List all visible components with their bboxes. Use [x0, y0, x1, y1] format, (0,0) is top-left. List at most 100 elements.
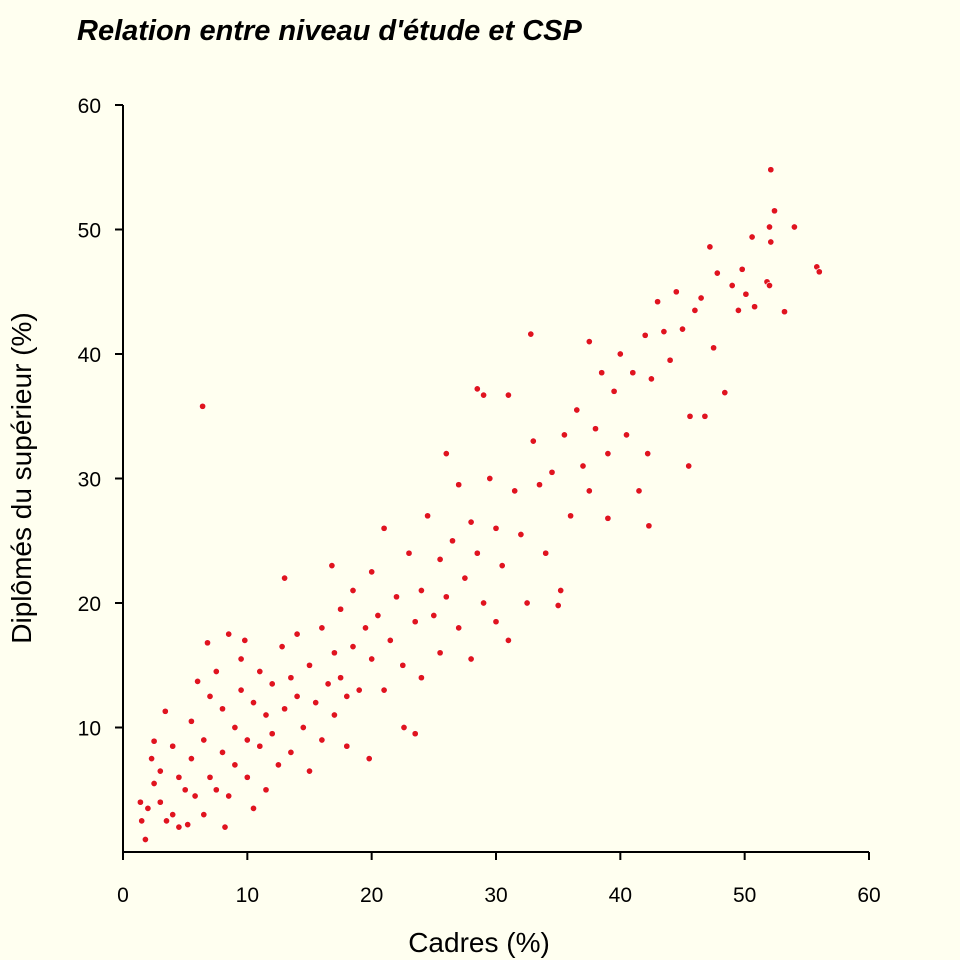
data-point	[312, 699, 320, 707]
data-point	[169, 742, 177, 750]
data-point	[436, 649, 444, 657]
data-point	[557, 586, 565, 595]
data-point	[765, 223, 774, 231]
data-point	[610, 387, 618, 395]
data-point	[467, 655, 475, 663]
data-point	[697, 294, 705, 302]
data-point	[249, 699, 258, 707]
data-point	[622, 431, 631, 439]
chart-title: Relation entre niveau d'étude et CSP	[77, 15, 582, 47]
data-point	[767, 238, 775, 246]
data-point	[461, 574, 469, 582]
data-point	[535, 481, 544, 489]
data-point	[770, 207, 779, 215]
data-point	[527, 330, 535, 338]
data-point	[262, 711, 270, 719]
data-point	[579, 462, 587, 470]
data-point	[243, 773, 251, 781]
data-point	[815, 268, 823, 276]
x-tick-label: 10	[236, 884, 259, 907]
data-point	[480, 391, 488, 399]
data-point	[635, 487, 643, 495]
data-point	[380, 524, 388, 532]
x-ticks: 0 10 20 30 40 50 60	[117, 852, 881, 907]
data-point	[751, 303, 759, 311]
data-point	[141, 835, 149, 844]
data-point	[734, 306, 742, 314]
x-tick-label: 20	[360, 884, 383, 907]
data-point	[361, 624, 370, 632]
data-point	[318, 736, 326, 744]
data-point	[480, 599, 488, 607]
data-point	[517, 530, 525, 539]
data-point	[573, 406, 581, 414]
data-point	[221, 823, 229, 831]
data-point	[660, 328, 668, 336]
data-point	[156, 767, 164, 775]
y-tick-label: 50	[78, 220, 101, 243]
x-tick-label: 60	[857, 884, 880, 907]
data-point	[654, 298, 662, 306]
data-point	[262, 786, 270, 794]
data-point	[386, 636, 394, 644]
data-point	[187, 755, 195, 763]
data-point	[400, 723, 408, 732]
data-point	[150, 737, 158, 745]
data-point	[144, 804, 152, 812]
data-point	[278, 643, 286, 651]
data-point	[448, 537, 457, 545]
y-tick-label: 30	[78, 469, 101, 492]
data-point	[343, 742, 351, 750]
data-point	[710, 344, 718, 352]
x-axis-label: Cadres (%)	[408, 927, 550, 958]
data-point	[365, 755, 373, 763]
data-point	[243, 736, 251, 744]
data-point	[641, 331, 649, 339]
data-point	[721, 389, 729, 397]
data-point	[467, 518, 475, 526]
y-axis-label: Diplômés du supérieur (%)	[6, 312, 37, 643]
data-point	[542, 549, 550, 557]
data-point	[392, 593, 401, 601]
data-point	[473, 549, 481, 557]
data-point	[156, 798, 164, 806]
data-point	[554, 601, 562, 610]
data-point	[442, 593, 450, 601]
data-point	[206, 773, 214, 781]
data-point	[585, 487, 593, 495]
data-point	[591, 425, 600, 433]
x-tick-label: 0	[117, 884, 129, 907]
data-point	[411, 730, 419, 738]
data-point	[218, 705, 227, 713]
data-point	[504, 636, 512, 644]
data-point	[645, 522, 653, 530]
data-point	[162, 817, 171, 825]
data-point	[442, 450, 450, 458]
data-point	[405, 549, 413, 557]
data-point	[473, 385, 481, 393]
data-point	[748, 233, 756, 241]
data-point	[790, 223, 798, 231]
data-point	[194, 677, 202, 685]
data-point	[713, 269, 721, 277]
data-point	[330, 649, 338, 657]
data-point	[274, 761, 282, 769]
data-point	[417, 586, 425, 595]
x-tick-label: 30	[484, 884, 507, 907]
data-point	[287, 748, 295, 756]
data-point	[241, 636, 249, 644]
data-point	[200, 811, 208, 819]
data-point	[765, 281, 774, 290]
data-point	[430, 611, 438, 620]
data-point	[324, 680, 332, 688]
y-tick-label: 20	[78, 593, 101, 616]
data-point	[138, 817, 146, 825]
data-point	[678, 325, 687, 333]
data-point	[330, 711, 338, 719]
data-point	[148, 755, 156, 763]
data-point	[256, 667, 264, 676]
data-point	[237, 655, 245, 663]
data-point	[511, 487, 519, 495]
data-point	[604, 514, 612, 522]
